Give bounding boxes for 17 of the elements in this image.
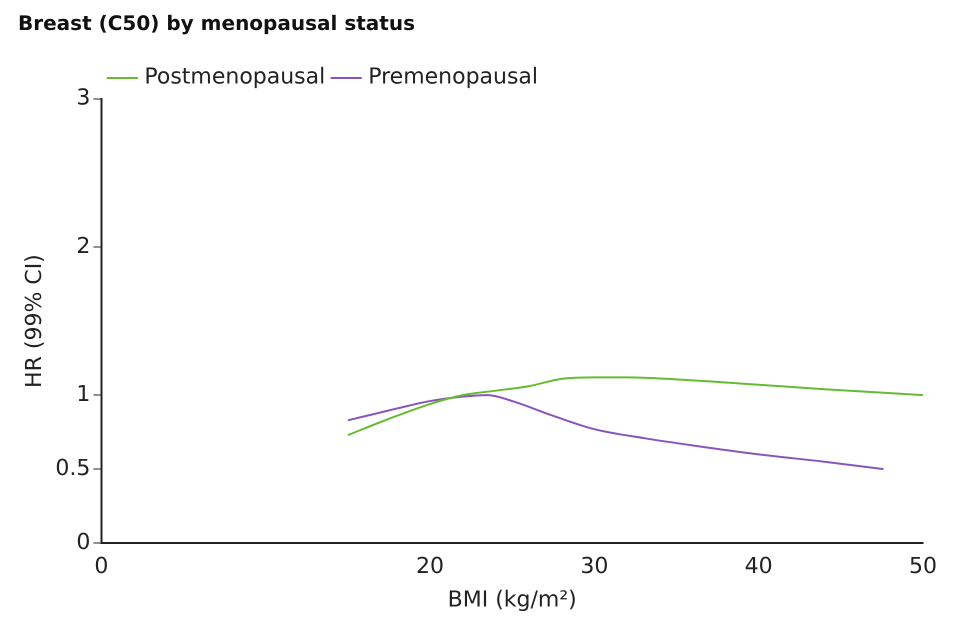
y-tick-label: 3 <box>76 86 90 111</box>
x-tick-label: 20 <box>416 554 444 580</box>
y-axis-title: HR (99% CI) <box>22 254 47 388</box>
x-tick-label: 40 <box>744 554 773 580</box>
x-axis-title: BMI (kg/m²) <box>448 588 577 613</box>
y-tick-label: 0.5 <box>55 456 90 481</box>
line-series <box>346 394 885 470</box>
line-series <box>346 376 923 436</box>
chart-title: Breast (C50) by menopausal status <box>18 11 415 36</box>
y-tick-label: 2 <box>76 234 90 259</box>
x-tick-label: 30 <box>580 554 608 580</box>
x-tick-label: 0 <box>94 554 108 580</box>
legend-label: Premenopausal <box>368 64 538 90</box>
y-tick-label: 0 <box>76 530 90 555</box>
x-tick-label: 50 <box>909 554 937 580</box>
y-tick-label: 1 <box>76 382 90 407</box>
legend-label: Postmenopausal <box>144 64 326 90</box>
